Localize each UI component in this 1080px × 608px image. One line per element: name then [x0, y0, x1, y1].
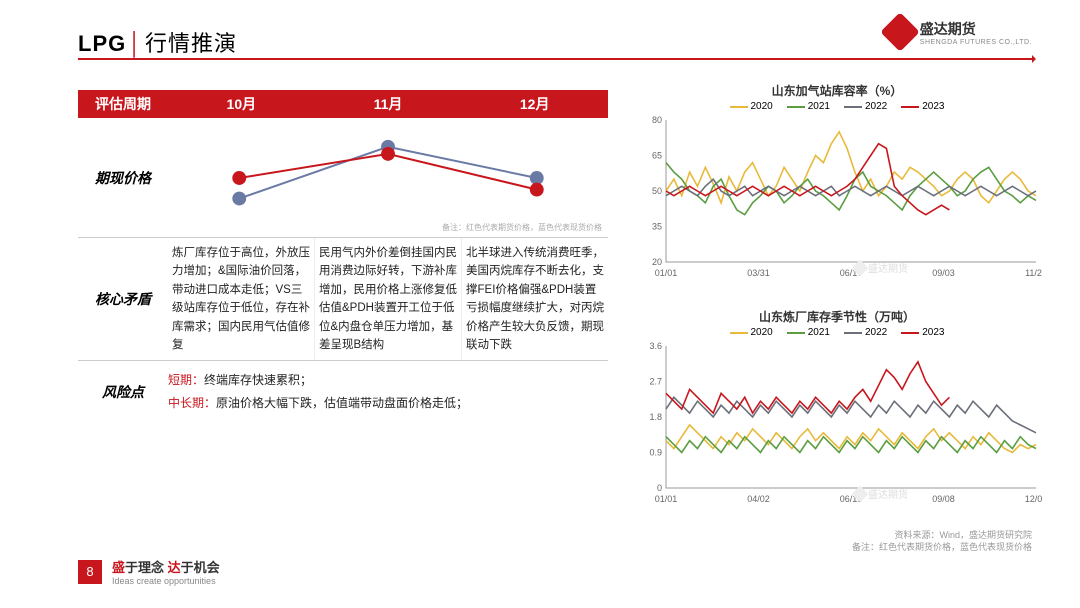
svg-text:2.7: 2.7 — [649, 377, 662, 387]
risk-body: 短期：终端库存快速累积； 中长期：原油价格大幅下跌，估值端带动盘面价格走低； — [168, 369, 608, 415]
slogan-cn: 盛于理念 达于机会 — [112, 557, 220, 576]
core-label: 核心矛盾 — [78, 238, 168, 360]
eval-label: 评估周期 — [78, 94, 168, 114]
risk-row: 风险点 短期：终端库存快速累积； 中长期：原油价格大幅下跌，估值端带动盘面价格走… — [78, 361, 608, 415]
svg-text:01/01: 01/01 — [655, 268, 678, 278]
svg-text:20: 20 — [652, 257, 662, 267]
title-rest: 行情推演 — [145, 31, 237, 56]
svg-text:80: 80 — [652, 115, 662, 125]
eval-header-row: 评估周期 10月 11月 12月 — [78, 90, 608, 118]
footer: 8 盛于理念 达于机会 Ideas create opportunities — [78, 557, 220, 586]
price-row: 期现价格 备注：红色代表期货价格，蓝色代表现货价格 — [78, 118, 608, 238]
risk-short-text: 终端库存快速累积； — [204, 373, 312, 387]
chart1-legend: 2020202120222023 — [632, 101, 1042, 112]
risk-short-tag: 短期： — [168, 373, 204, 387]
eval-col-0: 10月 — [168, 94, 315, 114]
svg-text:35: 35 — [652, 222, 662, 232]
risk-long-text: 原油价格大幅下跌，估值端带动盘面价格走低； — [216, 396, 468, 410]
analysis-table: 评估周期 10月 11月 12月 期现价格 备注：红色代表期货价格，蓝色代表现货… — [78, 90, 608, 415]
eval-col-2: 12月 — [461, 94, 608, 114]
svg-text:04/02: 04/02 — [747, 494, 770, 504]
chart2-watermark: 盛达期货 — [854, 486, 908, 501]
svg-text:0: 0 — [657, 483, 662, 493]
svg-text:09/08: 09/08 — [932, 494, 955, 504]
page-header: LPG│行情推演 — [78, 26, 1002, 58]
chart2-title: 山东炼厂库存季节性（万吨） — [632, 308, 1042, 325]
svg-text:09/03: 09/03 — [932, 268, 955, 278]
risk-label: 风险点 — [78, 369, 168, 415]
logo-cn: 盛达期货 — [920, 19, 1032, 39]
svg-text:3.6: 3.6 — [649, 341, 662, 351]
svg-text:01/01: 01/01 — [655, 494, 678, 504]
core-row: 核心矛盾 炼厂库存位于高位，外放压力增加；&国际油价回落，带动进口成本走低；VS… — [78, 238, 608, 361]
svg-text:65: 65 — [652, 151, 662, 161]
svg-text:0.9: 0.9 — [649, 448, 662, 458]
logo-en: SHENGDA FUTURES CO.,LTD. — [920, 39, 1032, 46]
core-cell-0: 炼厂库存位于高位，外放压力增加；&国际油价回落，带动进口成本走低；VS三级站库存… — [168, 238, 314, 360]
logo-icon — [880, 12, 920, 52]
chart1-svg: 203550658001/0103/3106/1709/0311/26 — [632, 114, 1042, 284]
core-cell-1: 民用气内外价差倒挂国内民用消费边际好转，下游补库增加，民用价格上涨修复低估值&P… — [314, 238, 461, 360]
svg-text:1.8: 1.8 — [649, 412, 662, 422]
slogan-en: Ideas create opportunities — [112, 576, 220, 586]
svg-text:12/02: 12/02 — [1025, 494, 1042, 504]
svg-text:03/31: 03/31 — [747, 268, 770, 278]
price-sparkline-chart — [168, 118, 608, 237]
core-cells: 炼厂库存位于高位，外放压力增加；&国际油价回落，带动进口成本走低；VS三级站库存… — [168, 238, 608, 360]
price-footnote-2: 备注：红色代表期货价格，蓝色代表现货价格 — [852, 540, 1032, 553]
chart-gas-station-capacity: 山东加气站库容率（%） 2020202120222023 20 35 50 65 80 0… — [632, 82, 1042, 289]
brand-logo: 盛达期货 SHENGDA FUTURES CO.,LTD. — [886, 18, 1032, 46]
core-cell-2: 北半球进入传统消费旺季，美国丙烷库存不断去化，支撑FEI价格偏强&PDH装置亏损… — [461, 238, 608, 360]
chart2-legend: 2020202120222023 — [632, 327, 1042, 338]
svg-text:50: 50 — [652, 186, 662, 196]
chart-refinery-inventory: 山东炼厂库存季节性（万吨） 2020202120222023 0 0.9 1.8 2.… — [632, 308, 1042, 515]
chart1-title: 山东加气站库容率（%） — [632, 82, 1042, 99]
price-footnote: 备注：红色代表期货价格，蓝色代表现货价格 — [442, 222, 602, 233]
price-label: 期现价格 — [78, 118, 168, 237]
eval-col-1: 11月 — [315, 94, 462, 114]
header-rule — [78, 58, 1032, 60]
title-divider: │ — [128, 31, 143, 56]
svg-text:11/26: 11/26 — [1025, 268, 1042, 278]
title-prefix: LPG — [78, 31, 126, 56]
chart2-svg: 00.91.82.73.601/0104/0206/1909/0812/02 — [632, 340, 1042, 510]
risk-long-tag: 中长期： — [168, 396, 216, 410]
page-number: 8 — [78, 560, 102, 584]
chart1-watermark: 盛达期货 — [854, 260, 908, 275]
page-title: LPG│行情推演 — [78, 26, 1002, 58]
